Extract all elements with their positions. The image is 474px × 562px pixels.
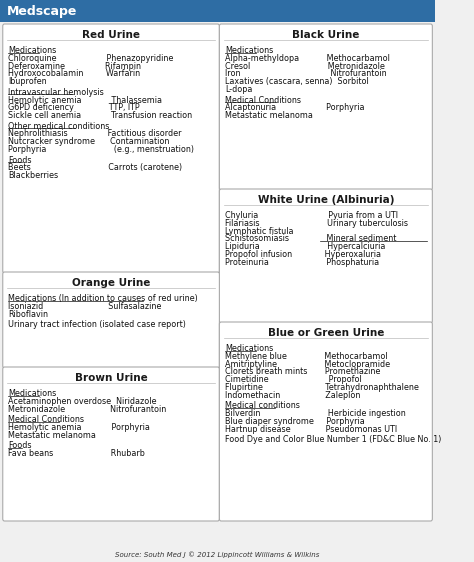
Text: Blue diaper syndrome     Porphyria: Blue diaper syndrome Porphyria: [225, 417, 365, 426]
Text: Other medical conditions: Other medical conditions: [8, 121, 109, 130]
Text: Brown Urine: Brown Urine: [75, 373, 147, 383]
Text: Metronidazole                  Nitrofurantoin: Metronidazole Nitrofurantoin: [8, 405, 166, 414]
Text: Blackberries: Blackberries: [8, 171, 58, 180]
Text: Iron                                    Nitrofurantoin: Iron Nitrofurantoin: [225, 69, 386, 79]
Text: Chloroquine                    Phenazopyridine: Chloroquine Phenazopyridine: [8, 54, 173, 63]
FancyBboxPatch shape: [219, 322, 432, 521]
Text: Urinary tract infection (isolated case report): Urinary tract infection (isolated case r…: [8, 320, 186, 329]
Text: Cimetidine                        Propofol: Cimetidine Propofol: [225, 375, 362, 384]
Text: Cresol                               Metronidazole: Cresol Metronidazole: [225, 62, 385, 71]
Text: Chyluria                            Pyuria from a UTI: Chyluria Pyuria from a UTI: [225, 211, 398, 220]
Text: Hydroxocobalamin         Warfarin: Hydroxocobalamin Warfarin: [8, 69, 140, 79]
Text: Beets                               Carrots (carotene): Beets Carrots (carotene): [8, 164, 182, 173]
Text: Medical Conditions: Medical Conditions: [225, 96, 301, 105]
Text: White Urine (Albinuria): White Urine (Albinuria): [257, 195, 394, 205]
Text: Medical conditions: Medical conditions: [225, 401, 300, 410]
Text: Bilverdin                           Herbicide ingestion: Bilverdin Herbicide ingestion: [225, 409, 406, 418]
Text: Food Dye and Color Blue Number 1 (FD&C Blue No. 1): Food Dye and Color Blue Number 1 (FD&C B…: [225, 435, 441, 444]
Text: Riboflavin: Riboflavin: [8, 310, 48, 319]
Text: Methylene blue               Methocarbamol: Methylene blue Methocarbamol: [225, 352, 388, 361]
Text: Hartnup disease              Pseudomonas UTI: Hartnup disease Pseudomonas UTI: [225, 425, 397, 434]
Text: Proteinuria                       Phosphaturia: Proteinuria Phosphaturia: [225, 258, 379, 267]
Text: Nephrolithiasis                Factitious disorder: Nephrolithiasis Factitious disorder: [8, 129, 182, 138]
Text: Porphyria                           (e.g., menstruation): Porphyria (e.g., menstruation): [8, 145, 194, 154]
Text: Lipiduria                           Hypercalciuria: Lipiduria Hypercalciuria: [225, 242, 385, 251]
Text: Deferoxamine                Rifampin: Deferoxamine Rifampin: [8, 62, 141, 71]
Text: Black Urine: Black Urine: [292, 30, 360, 40]
Text: G6PD deficiency              TTP, ITP: G6PD deficiency TTP, ITP: [8, 103, 140, 112]
Text: Alpha-methyldopa           Methocarbamol: Alpha-methyldopa Methocarbamol: [225, 54, 390, 63]
Text: Ibuprofen: Ibuprofen: [8, 77, 47, 86]
Text: Filariasis                           Urinary tuberculosis: Filariasis Urinary tuberculosis: [225, 219, 408, 228]
Text: Red Urine: Red Urine: [82, 30, 140, 40]
Text: Amitriptyline                   Metoclopramide: Amitriptyline Metoclopramide: [225, 360, 390, 369]
Text: Source: South Med J © 2012 Lippincott Williams & Wilkins: Source: South Med J © 2012 Lippincott Wi…: [115, 551, 320, 558]
Text: Medications: Medications: [225, 46, 273, 55]
Text: Isoniazid                          Sulfasalazine: Isoniazid Sulfasalazine: [8, 302, 162, 311]
Text: Acetaminophen overdose  Niridazole: Acetaminophen overdose Niridazole: [8, 397, 157, 406]
Text: Blue or Green Urine: Blue or Green Urine: [268, 328, 384, 338]
Text: Schistosomiasis               Mineral sediment: Schistosomiasis Mineral sediment: [225, 234, 396, 243]
Text: Hemolytic anemia            Thalassemia: Hemolytic anemia Thalassemia: [8, 96, 162, 105]
Text: Propofol infusion             Hyperoxaluria: Propofol infusion Hyperoxaluria: [225, 250, 381, 259]
Text: Metastatic melanoma: Metastatic melanoma: [8, 430, 96, 439]
Text: Medications: Medications: [8, 389, 56, 398]
FancyBboxPatch shape: [3, 367, 219, 521]
Text: Medications: Medications: [8, 46, 56, 55]
FancyBboxPatch shape: [3, 272, 219, 368]
Text: Laxatives (cascara, senna)  Sorbitol: Laxatives (cascara, senna) Sorbitol: [225, 77, 369, 86]
Text: Nutcracker syndrome      Contamination: Nutcracker syndrome Contamination: [8, 137, 170, 146]
Text: Lymphatic fistula: Lymphatic fistula: [225, 226, 293, 235]
FancyBboxPatch shape: [219, 189, 432, 323]
FancyBboxPatch shape: [3, 24, 219, 273]
Text: Foods: Foods: [8, 156, 32, 165]
Text: Sickle cell anemia            Transfusion reaction: Sickle cell anemia Transfusion reaction: [8, 111, 192, 120]
Text: Intravascular hemolysis: Intravascular hemolysis: [8, 88, 104, 97]
Text: Indomethacin                  Zaleplon: Indomethacin Zaleplon: [225, 391, 360, 400]
Text: Medical Conditions: Medical Conditions: [8, 415, 84, 424]
Text: Foods: Foods: [8, 441, 32, 450]
Text: Hemolytic anemia            Porphyria: Hemolytic anemia Porphyria: [8, 423, 150, 432]
Text: Medications (In addition to causes of red urine): Medications (In addition to causes of re…: [8, 294, 198, 303]
Text: Flupirtine                         Tetrahydronaphthalene: Flupirtine Tetrahydronaphthalene: [225, 383, 419, 392]
Text: Orange Urine: Orange Urine: [72, 278, 150, 288]
Text: Medscape: Medscape: [7, 4, 78, 17]
Text: L-dopa: L-dopa: [225, 85, 252, 94]
Bar: [0, 0, 435, 22]
Text: Metastatic melanoma: Metastatic melanoma: [225, 111, 313, 120]
Text: Alcaptonuria                    Porphyria: Alcaptonuria Porphyria: [225, 103, 365, 112]
FancyBboxPatch shape: [219, 24, 432, 190]
Text: Medications: Medications: [225, 344, 273, 353]
Text: Clorets breath mints       Promethazine: Clorets breath mints Promethazine: [225, 368, 380, 377]
Text: Fava beans                       Rhubarb: Fava beans Rhubarb: [8, 449, 145, 458]
